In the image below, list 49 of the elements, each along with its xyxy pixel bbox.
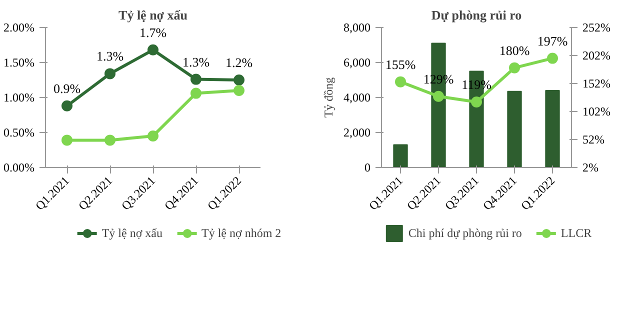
- point: [234, 74, 244, 86]
- point: [104, 68, 116, 80]
- data-label: 1.3%: [182, 54, 210, 70]
- y2-tick-label: 2%: [582, 160, 598, 174]
- point: [471, 96, 482, 108]
- point: [190, 88, 202, 99]
- point: [547, 52, 558, 64]
- chart-title: Dự phòng rủi ro: [431, 8, 522, 22]
- y-tick-label: 1.50%: [4, 56, 35, 70]
- y-tick-label: 0.50%: [4, 126, 35, 140]
- y-tick-label: 2,000: [344, 126, 370, 140]
- bar: [507, 90, 522, 168]
- y2-tick-label: 202%: [582, 48, 610, 62]
- point: [509, 62, 520, 74]
- point: [62, 134, 72, 146]
- y-tick-label: 0: [364, 160, 370, 174]
- y-tick-label: 0.00%: [4, 160, 35, 174]
- data-label: 1.7%: [139, 24, 167, 40]
- legend-label: Chi phí dự phòng rủi ro: [408, 226, 522, 240]
- y-tick-label: 8,000: [344, 20, 370, 34]
- point: [62, 100, 72, 112]
- point: [234, 85, 244, 96]
- y-tick-label: 6,000: [344, 56, 370, 70]
- data-label: 155%: [385, 56, 416, 72]
- y-tick-label: 2.00%: [4, 20, 35, 34]
- point: [433, 90, 444, 102]
- legend-label: LLCR: [560, 226, 592, 240]
- point: [395, 76, 406, 88]
- data-label: 1.2%: [225, 55, 253, 70]
- y2-tick-label: 102%: [582, 104, 610, 118]
- legend-label: Tỷ lệ nợ xấu: [102, 226, 162, 240]
- y-axis-title: Tỷ đồng: [322, 77, 336, 118]
- bar: [393, 144, 408, 168]
- data-label: 197%: [537, 33, 568, 48]
- point: [148, 130, 158, 142]
- data-label: 0.9%: [53, 80, 81, 96]
- bar: [545, 90, 560, 168]
- legend-label: Tỷ lệ nợ nhóm 2: [202, 226, 282, 240]
- point: [148, 44, 158, 56]
- data-label: 180%: [499, 42, 530, 58]
- y-tick-label: 4,000: [344, 90, 370, 104]
- point: [104, 134, 116, 146]
- data-label: 1.3%: [96, 48, 124, 64]
- y2-tick-label: 152%: [582, 76, 610, 90]
- chart-title: Tỷ lệ nợ xấu: [118, 8, 188, 22]
- y2-tick-label: 252%: [582, 20, 610, 34]
- point: [190, 74, 202, 85]
- y2-tick-label: 52%: [582, 132, 604, 146]
- y-tick-label: 1.00%: [4, 90, 35, 104]
